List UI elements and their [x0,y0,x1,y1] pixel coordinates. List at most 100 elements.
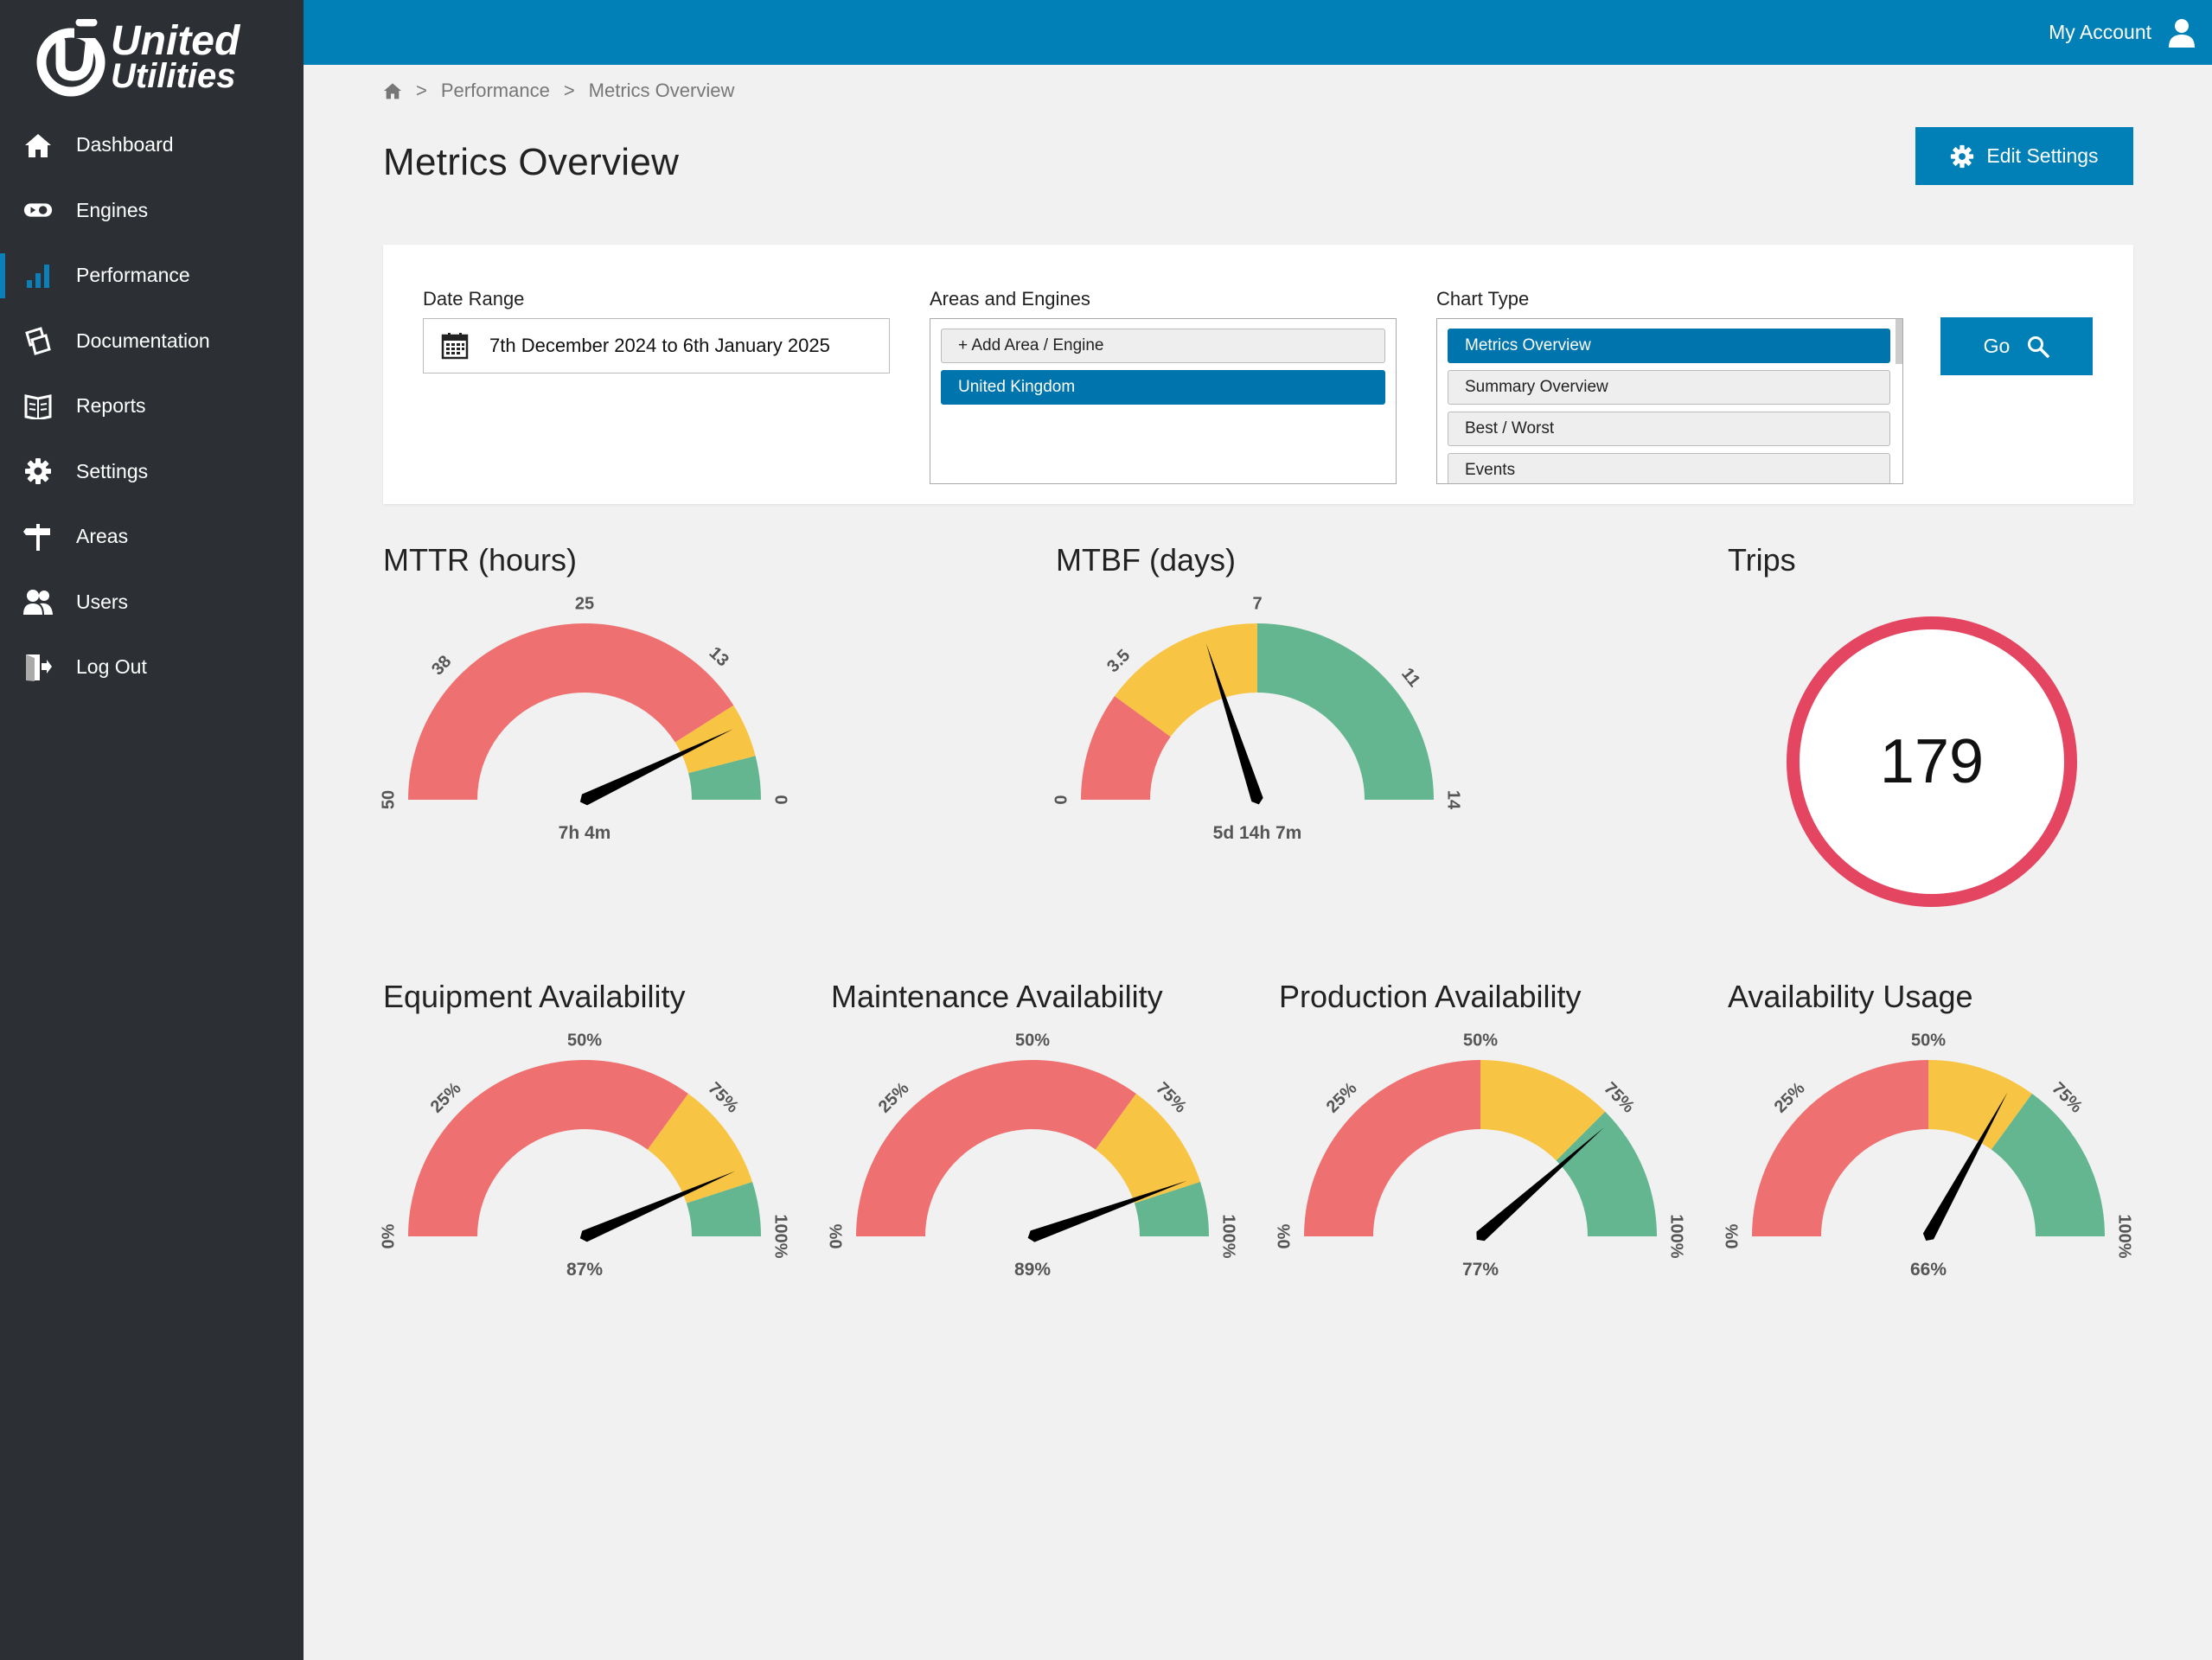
mttr-value-label: 7h 4m [559,823,611,843]
availability-usage-gauge: 0% 25% 50% 75% 100% 66% [1723,1031,2134,1280]
chart-type-option[interactable]: Summary Overview [1448,370,1890,405]
sidebar-item-label: Performance [76,264,190,287]
sidebar-item-settings[interactable]: Settings [0,439,304,505]
go-button[interactable]: Go [1940,317,2093,375]
mtbf-gauge: 0 3.5 7 11 14 5d 14h 7m [1052,594,1462,843]
united-utilities-logo[interactable]: United Utilities [36,17,270,99]
sidebar-item-label: Reports [76,394,146,418]
home-icon[interactable] [383,82,402,99]
mttr-gauge: 50 38 25 13 0 7h 4m [379,594,790,843]
maintenance-band-green [1134,1181,1209,1236]
production-tick-label: 0% [1275,1223,1294,1248]
usage-tick-label: 25% [1771,1079,1809,1117]
mttr-band-red [408,623,734,800]
bar-chart-icon [22,260,54,291]
sidebar-item-engines[interactable]: Engines [0,178,304,244]
chart-type-label: Chart Type [1436,288,1530,310]
chart-type-list[interactable]: Metrics Overview Summary Overview Best /… [1436,318,1903,484]
production-value-label: 77% [1462,1260,1499,1280]
usage-value-label: 66% [1910,1260,1947,1280]
mtbf-tick-label: 7 [1252,594,1262,613]
date-range-field[interactable]: 7th December 2024 to 6th January 2025 [423,318,890,374]
maintenance-band-yellow [1095,1093,1201,1204]
area-item-united-kingdom[interactable]: United Kingdom [941,370,1385,405]
production-band-yellow [1480,1060,1606,1161]
usage-tick-label: 100% [2115,1214,2134,1258]
reports-icon [22,391,54,422]
mttr-tick-label: 38 [428,652,455,679]
users-icon [22,586,54,617]
chart-type-option[interactable]: Events [1448,453,1890,483]
mttr-tick-label: 0 [771,795,790,804]
edit-settings-button[interactable]: Edit Settings [1915,127,2133,185]
my-account-link[interactable]: My Account [2049,0,2196,65]
sidebar-item-documentation[interactable]: Documentation [0,309,304,374]
filter-panel: Date Range 7th December 2024 to 6th Janu… [383,245,2133,504]
maintenance-band-red [856,1060,1136,1236]
engine-icon [22,195,54,226]
equipment-tick-label: 0% [379,1223,398,1248]
production-tick-label: 100% [1667,1214,1686,1258]
chart-type-option[interactable]: Metrics Overview [1448,329,1890,363]
maintenance-availability-gauge: 0% 25% 50% 75% 100% 89% [827,1031,1238,1280]
mttr-tick-label: 13 [706,643,732,670]
user-icon [2169,18,2195,48]
home-icon [22,130,54,161]
united-utilities-logo-mark [36,18,105,96]
go-label: Go [1983,335,2011,357]
calendar-icon [441,333,469,360]
production-tick-label: 25% [1323,1079,1361,1117]
sidebar-item-dashboard[interactable]: Dashboard [0,112,304,178]
date-range-label: Date Range [423,288,525,310]
date-range-value: 7th December 2024 to 6th January 2025 [489,335,830,356]
mttr-needle [579,729,733,806]
maintenance-tick-label: 50% [1015,1031,1050,1050]
usage-band-yellow [1928,1060,2032,1150]
chart-type-option[interactable]: Best / Worst [1448,412,1890,446]
mtbf-band-red [1081,696,1171,800]
logout-icon [22,652,54,683]
sidebar-item-users[interactable]: Users [0,570,304,635]
mtbf-tick-label: 0 [1052,795,1071,804]
usage-tick-label: 50% [1911,1031,1946,1050]
mttr-tick-label: 50 [379,790,398,809]
areas-engines-label: Areas and Engines [930,288,1090,310]
maintenance-tick-label: 100% [1219,1214,1238,1258]
maintenance-tick-label: 0% [827,1223,846,1248]
production-availability-gauge: 0% 25% 50% 75% 100% 77% [1275,1031,1686,1280]
production-needle [1476,1127,1604,1242]
areas-engines-list[interactable]: + Add Area / Engine United Kingdom [930,318,1397,484]
maintenance-needle [1027,1180,1187,1242]
mttr-band-green [688,756,761,800]
usage-needle [1922,1092,2008,1241]
add-area-engine-button[interactable]: + Add Area / Engine [941,329,1385,363]
usage-tick-label: 75% [2048,1079,2086,1117]
documentation-icon [22,325,54,356]
equipment-availability-title: Equipment Availability [383,979,686,1014]
sidebar-item-log-out[interactable]: Log Out [0,635,304,700]
maintenance-tick-label: 75% [1152,1079,1190,1117]
sidebar-item-reports[interactable]: Reports [0,374,304,439]
chart-type-scrollbar[interactable] [1896,319,1902,364]
mtbf-tick-label: 11 [1397,665,1423,691]
sidebar-item-areas[interactable]: Areas [0,504,304,570]
trips-value: 179 [1879,727,1985,796]
production-availability-title: Production Availability [1279,979,1582,1014]
breadcrumb-separator: > [416,80,427,101]
sidebar-item-label: Settings [76,459,149,482]
sidebar-item-performance[interactable]: Performance [0,243,304,309]
breadcrumb: > Performance > Metrics Overview [383,78,734,104]
mttr-title: MTTR (hours) [383,542,577,578]
mtbf-needle [1205,643,1263,805]
mtbf-band-yellow [1114,623,1257,737]
production-tick-label: 50% [1463,1031,1498,1050]
equipment-availability-gauge: 0% 25% 50% 75% 100% 87% [379,1031,790,1280]
mttr-tick-label: 25 [575,594,594,613]
equipment-tick-label: 25% [427,1079,465,1117]
equipment-band-red [408,1060,688,1236]
edit-settings-label: Edit Settings [1986,144,2099,167]
sidebar-item-label: Users [76,590,129,613]
brand-line-2: Utilities [111,56,236,95]
production-band-green [1556,1111,1657,1236]
breadcrumb-performance[interactable]: Performance [440,80,550,101]
